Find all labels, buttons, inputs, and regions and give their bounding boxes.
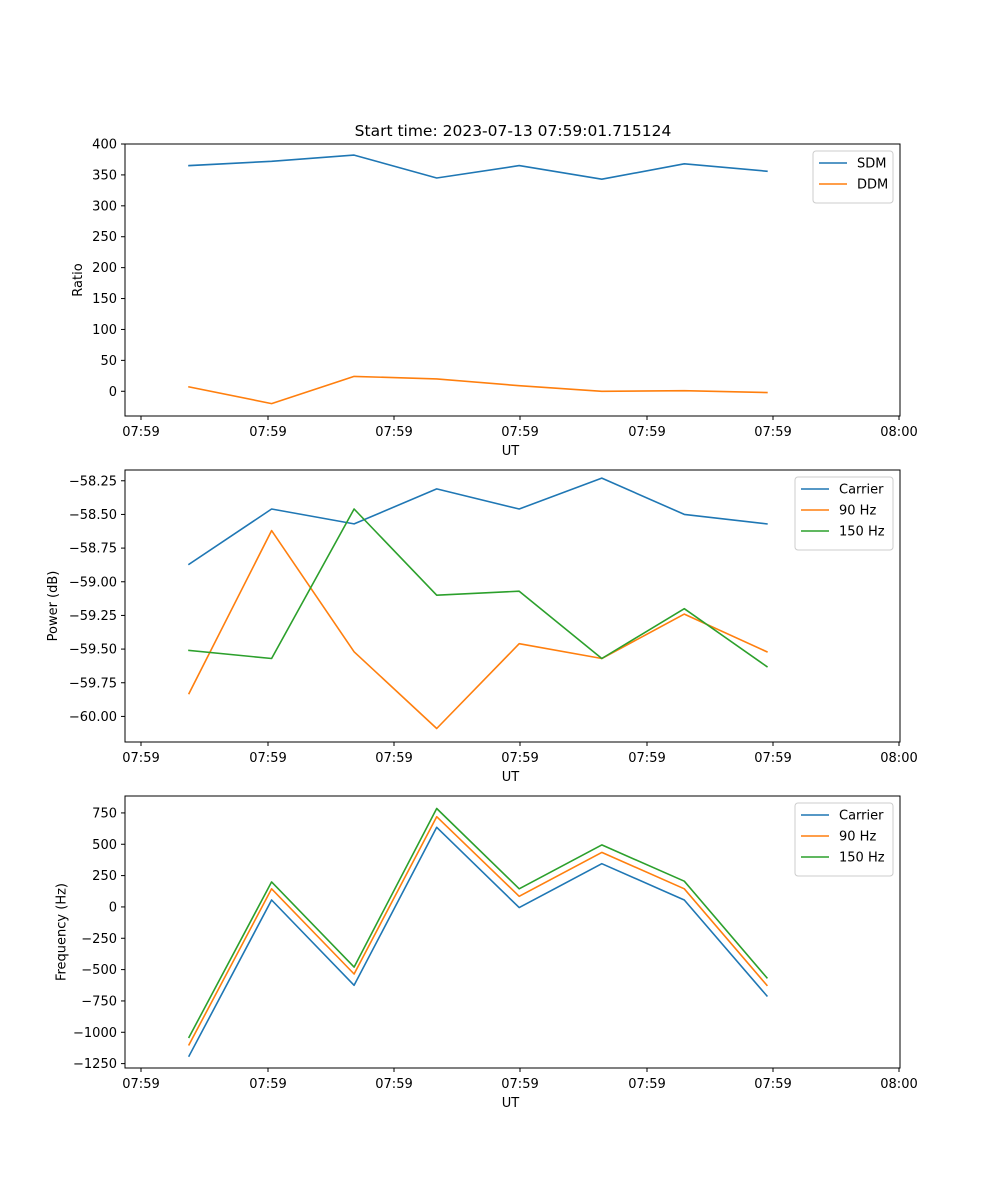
legend-label: 150 Hz bbox=[839, 525, 885, 540]
x-tick-label: 07:59 bbox=[122, 751, 159, 766]
x-tick-label: 07:59 bbox=[754, 751, 791, 766]
y-tick-label: −58.75 bbox=[69, 542, 117, 557]
y-tick-label: 400 bbox=[92, 138, 117, 153]
y-tick-label: −750 bbox=[81, 994, 117, 1009]
x-axis-label: UT bbox=[502, 1096, 520, 1111]
x-tick-label: 07:59 bbox=[628, 425, 665, 440]
x-tick-label: 07:59 bbox=[754, 1077, 791, 1092]
y-tick-label: −59.50 bbox=[69, 643, 117, 658]
x-tick-label: 07:59 bbox=[501, 425, 538, 440]
y-tick-label: 250 bbox=[92, 230, 117, 245]
x-tick-label: 08:00 bbox=[880, 425, 917, 440]
series-line-sdm bbox=[188, 154, 768, 180]
y-tick-label: 200 bbox=[92, 261, 117, 276]
x-axis-label: UT bbox=[502, 444, 520, 459]
x-tick-label: 07:59 bbox=[249, 751, 286, 766]
x-tick-label: 07:59 bbox=[249, 425, 286, 440]
legend-label: Carrier bbox=[839, 483, 884, 498]
axes-frame bbox=[124, 469, 901, 743]
y-axis-label: Power (dB) bbox=[46, 571, 61, 642]
y-tick-label: 150 bbox=[92, 292, 117, 307]
x-tick-label: 07:59 bbox=[249, 1077, 286, 1092]
legend-label: 90 Hz bbox=[839, 504, 876, 519]
y-tick-label: −58.25 bbox=[69, 474, 117, 489]
y-axis-label: Frequency (Hz) bbox=[55, 883, 70, 981]
axes-frame bbox=[124, 143, 901, 417]
x-tick-label: 07:59 bbox=[501, 1077, 538, 1092]
y-tick-label: −60.00 bbox=[69, 710, 117, 725]
y-tick-label: −1000 bbox=[73, 1026, 117, 1041]
x-tick-label: 07:59 bbox=[375, 1077, 412, 1092]
series-line-ddm bbox=[188, 375, 768, 405]
y-tick-label: 0 bbox=[109, 385, 117, 400]
y-tick-label: 50 bbox=[100, 354, 117, 369]
subplot-2: 07:59 07:59 07:59 07:59 07:59 07:59 08:00 −60.0… bbox=[46, 469, 918, 785]
subplot-1: 07:59 07:59 07:59 07:59 07:59 07:59 08:00 0 50 10… bbox=[71, 138, 918, 460]
legend-label: Carrier bbox=[839, 809, 884, 824]
series-line-90-hz bbox=[187, 815, 769, 1046]
axes-frame bbox=[124, 795, 901, 1069]
y-tick-label: −250 bbox=[81, 932, 117, 947]
series-line-carrier bbox=[187, 826, 769, 1058]
y-tick-label: −59.25 bbox=[69, 609, 117, 624]
x-tick-label: 08:00 bbox=[880, 1077, 917, 1092]
legend-box bbox=[812, 150, 894, 204]
subplot-3: 07:59 07:59 07:59 07:59 07:59 07:59 08:00 −1250… bbox=[55, 795, 918, 1111]
y-tick-label: 350 bbox=[92, 168, 117, 183]
y-tick-label: 100 bbox=[92, 323, 117, 338]
legend: Carrier 90 Hz 150 Hz bbox=[794, 802, 894, 877]
y-tick-label: −500 bbox=[81, 963, 117, 978]
x-tick-label: 07:59 bbox=[754, 425, 791, 440]
x-tick-label: 07:59 bbox=[122, 425, 159, 440]
x-tick-label: 07:59 bbox=[628, 1077, 665, 1092]
legend-label: DDM bbox=[857, 178, 888, 193]
y-tick-label: 750 bbox=[92, 806, 117, 821]
x-tick-label: 07:59 bbox=[375, 425, 412, 440]
y-axis-label: Ratio bbox=[71, 263, 86, 296]
series-line-150-hz bbox=[187, 807, 769, 1039]
y-tick-label: −59.00 bbox=[69, 575, 117, 590]
series-line-90-hz bbox=[187, 529, 768, 730]
series-line-150-hz bbox=[188, 508, 769, 668]
legend: Carrier 90 Hz 150 Hz bbox=[794, 476, 894, 551]
y-tick-label: 500 bbox=[92, 838, 117, 853]
x-tick-label: 07:59 bbox=[375, 751, 412, 766]
legend-label: 90 Hz bbox=[839, 830, 876, 845]
x-axis-label: UT bbox=[502, 770, 520, 785]
legend: SDM DDM bbox=[812, 150, 894, 204]
y-tick-label: −1250 bbox=[73, 1057, 117, 1072]
chart-title: Start time: 2023-07-13 07:59:01.715124 bbox=[355, 122, 672, 140]
y-tick-label: 300 bbox=[92, 199, 117, 214]
x-tick-label: 07:59 bbox=[628, 751, 665, 766]
x-tick-label: 07:59 bbox=[122, 1077, 159, 1092]
legend-label: 150 Hz bbox=[839, 851, 885, 866]
x-tick-label: 07:59 bbox=[501, 751, 538, 766]
series-line-carrier bbox=[187, 477, 768, 566]
y-tick-label: 0 bbox=[109, 900, 117, 915]
x-tick-label: 08:00 bbox=[880, 751, 917, 766]
legend-label: SDM bbox=[857, 157, 886, 172]
y-tick-label: −58.50 bbox=[69, 508, 117, 523]
y-tick-label: −59.75 bbox=[69, 676, 117, 691]
y-tick-label: 250 bbox=[92, 869, 117, 884]
